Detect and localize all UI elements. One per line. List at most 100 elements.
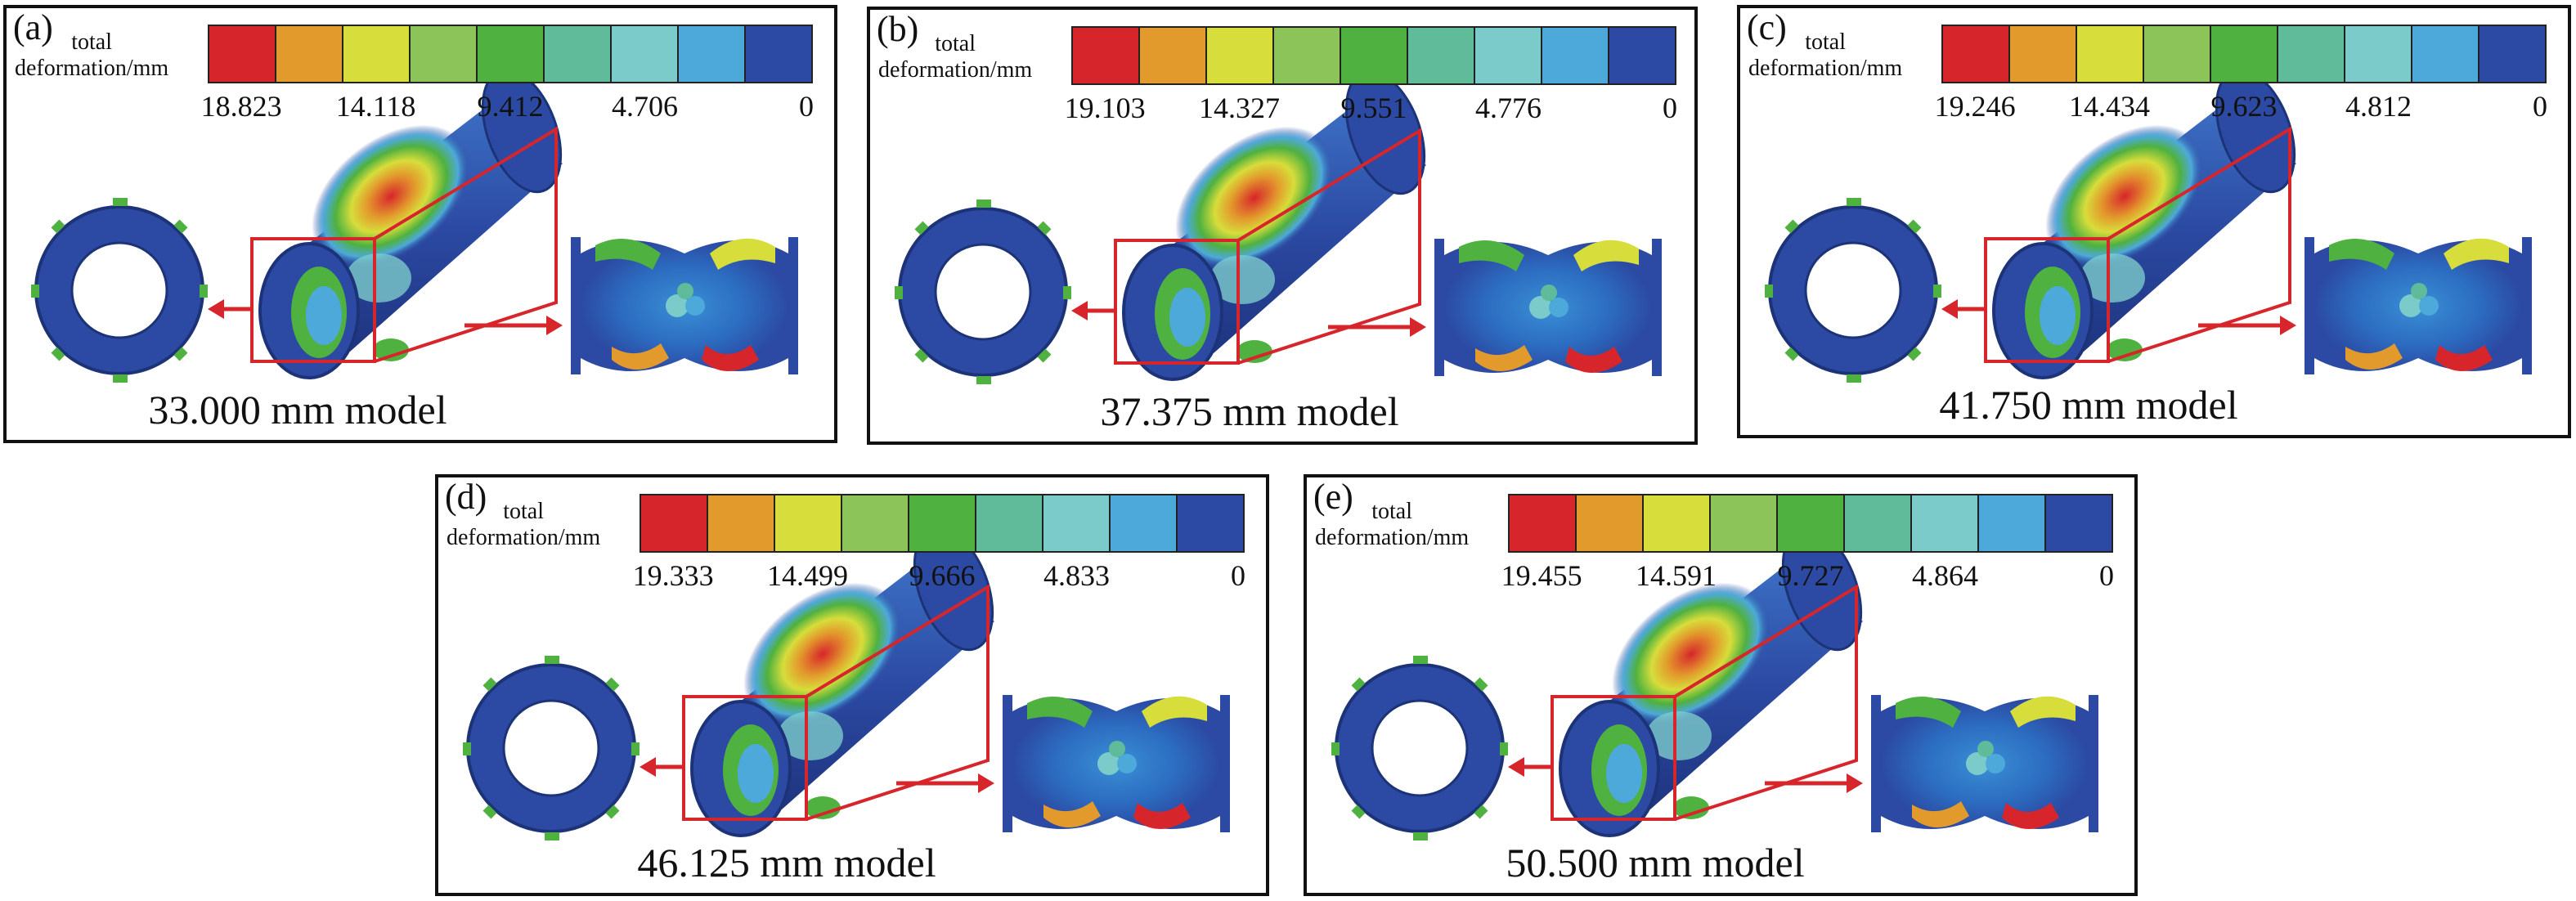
color-bar-tick-label: 19.103	[1064, 92, 1146, 124]
legend-title-line2: deformation/mm	[878, 57, 1033, 83]
side-view-model	[2304, 237, 2532, 374]
pipe-3d-model	[1992, 68, 2296, 379]
panel-caption: 37.375 mm model	[1100, 388, 1399, 434]
color-bar-swatch	[343, 26, 411, 82]
panel-label: (c)	[1747, 7, 1787, 47]
color-bar-swatch	[641, 495, 708, 551]
legend-title: total deformation/mm	[878, 31, 1032, 83]
color-bar	[640, 494, 1245, 553]
pipe-3d-model	[1559, 526, 1863, 837]
figure-panel-c: (c) total deformation/mm 19.246 14.434 9.6…	[1737, 5, 2571, 438]
zoom-frame	[1114, 128, 1421, 365]
color-bar-swatch	[2480, 26, 2545, 82]
legend-title-line1: total	[1371, 499, 1412, 524]
legend-title-line1: total	[503, 499, 544, 524]
end-view-ring	[895, 199, 1071, 384]
figure-panel-a: (a) total deformation/mm 18.823 14.118 9.4…	[3, 5, 837, 443]
fea-illustration	[1765, 68, 2532, 383]
color-bar-swatch	[1609, 28, 1675, 83]
color-bar-swatch	[976, 495, 1043, 551]
color-bar-swatch	[2077, 26, 2144, 82]
figure-panel-d: (d) total deformation/mm 19.333 14.499 9.6…	[435, 474, 1269, 896]
color-bar-swatch	[1043, 495, 1111, 551]
color-bar-swatch	[1475, 28, 1542, 83]
arrow-right	[896, 773, 994, 793]
color-bar	[1941, 25, 2547, 83]
color-bar-tick-label: 4.864	[1911, 559, 1978, 592]
color-bar-swatch	[2412, 26, 2480, 82]
color-bar-swatch	[1542, 28, 1609, 83]
arrow-left	[208, 299, 252, 319]
side-view-model	[1871, 695, 2098, 832]
panel-caption: 41.750 mm model	[1939, 382, 2238, 428]
side-view-model	[1003, 695, 1230, 832]
pipe-3d-model	[1122, 69, 1426, 381]
color-bar-tick-label: 4.706	[611, 90, 678, 123]
color-bar-swatch	[708, 495, 775, 551]
color-bar-swatch	[1341, 28, 1408, 83]
color-bar-swatch	[1178, 495, 1243, 551]
panel-label: (e)	[1313, 477, 1353, 517]
legend-title-line2: deformation/mm	[15, 56, 169, 82]
end-view-ring	[1331, 656, 1508, 840]
color-bar-swatch	[679, 26, 746, 82]
color-bar-tick-label: 9.623	[2210, 90, 2278, 123]
color-bar-swatch	[1644, 495, 1711, 551]
color-bar-swatch	[1510, 495, 1577, 551]
color-bar-swatch	[2144, 26, 2211, 82]
fea-illustration	[31, 68, 798, 383]
color-bar	[1508, 494, 2113, 553]
arrow-right	[1328, 317, 1426, 337]
side-view-model	[571, 237, 798, 374]
color-bar-swatch	[746, 26, 811, 82]
color-bar-swatch	[1943, 26, 2010, 82]
color-bar-tick-label: 4.833	[1043, 559, 1110, 592]
figure-panel-b: (b) total deformation/mm 19.103 14.327 9.5…	[867, 7, 1698, 445]
color-bar-swatch	[2211, 26, 2278, 82]
color-bar-swatch	[2278, 26, 2345, 82]
panel-caption: 46.125 mm model	[637, 840, 936, 885]
panel-label: (a)	[13, 7, 53, 47]
color-bar-swatch	[1912, 495, 1979, 551]
color-bar-tick-label: 0	[1231, 559, 1245, 592]
color-bar-swatch	[2046, 495, 2112, 551]
color-bar	[208, 25, 813, 83]
color-bar	[1071, 26, 1676, 85]
color-bar-tick-label: 4.812	[2345, 90, 2412, 123]
panel-caption: 33.000 mm model	[148, 387, 447, 433]
color-bar-swatch	[411, 26, 478, 82]
color-bar-swatch	[1979, 495, 2046, 551]
color-bar-swatch	[1207, 28, 1274, 83]
legend-title-line2: deformation/mm	[447, 525, 601, 551]
figure-panel-e: (e) total deformation/mm 19.455 14.591 9.7…	[1304, 474, 2138, 896]
zoom-frame	[1984, 126, 2291, 363]
color-bar-swatch	[478, 26, 545, 82]
color-bar-tick-label: 9.551	[1340, 92, 1407, 124]
color-bar-tick-label: 0	[2099, 559, 2114, 592]
color-bar-tick-label: 18.823	[200, 90, 282, 123]
legend-title: total deformation/mm	[15, 29, 168, 82]
arrow-left	[1071, 301, 1115, 321]
color-bar-swatch	[1140, 28, 1207, 83]
pipe-3d-model	[258, 68, 563, 379]
arrow-left	[1941, 299, 1986, 319]
color-bar-tick-label: 0	[1663, 92, 1677, 124]
color-bar-tick-label: 14.118	[335, 90, 416, 123]
color-bar-tick-label: 4.776	[1474, 92, 1542, 124]
zoom-frame	[250, 126, 558, 363]
color-bar-tick-label: 14.434	[2069, 90, 2151, 123]
legend-title: total deformation/mm	[447, 499, 600, 551]
color-bar-swatch	[775, 495, 842, 551]
color-bar-tick-label: 9.412	[477, 90, 544, 123]
legend-title-line1: total	[1805, 29, 1846, 55]
color-bar-tick-label: 14.591	[1636, 559, 1717, 592]
fea-illustration	[463, 526, 1230, 840]
color-bar-tick-label: 9.727	[1777, 559, 1844, 592]
color-bar-swatch	[842, 495, 909, 551]
color-bar-swatch	[545, 26, 612, 82]
color-bar-tick-label: 14.499	[767, 559, 849, 592]
end-view-ring	[463, 656, 640, 840]
legend-title-line2: deformation/mm	[1315, 525, 1470, 551]
color-bar-swatch	[2010, 26, 2077, 82]
arrow-left	[1508, 757, 1552, 777]
